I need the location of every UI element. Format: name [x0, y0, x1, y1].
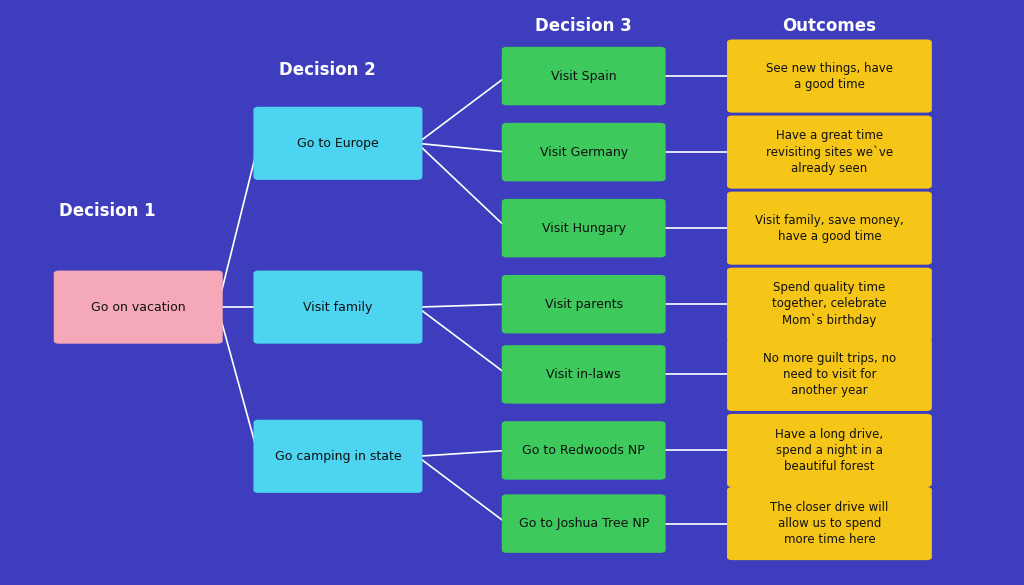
Text: See new things, have
a good time: See new things, have a good time [766, 61, 893, 91]
FancyBboxPatch shape [502, 47, 666, 105]
Text: Visit in-laws: Visit in-laws [547, 368, 621, 381]
FancyBboxPatch shape [54, 270, 223, 344]
Text: Have a long drive,
spend a night in a
beautiful forest: Have a long drive, spend a night in a be… [775, 428, 884, 473]
Text: Go to Redwoods NP: Go to Redwoods NP [522, 444, 645, 457]
FancyBboxPatch shape [502, 275, 666, 333]
Text: Go camping in state: Go camping in state [274, 450, 401, 463]
FancyBboxPatch shape [727, 338, 932, 411]
FancyBboxPatch shape [254, 106, 422, 180]
Text: Go to Europe: Go to Europe [297, 137, 379, 150]
FancyBboxPatch shape [254, 270, 422, 344]
FancyBboxPatch shape [727, 414, 932, 487]
FancyBboxPatch shape [727, 192, 932, 264]
Text: Decision 3: Decision 3 [536, 18, 632, 35]
FancyBboxPatch shape [727, 39, 932, 112]
Text: No more guilt trips, no
need to visit for
another year: No more guilt trips, no need to visit fo… [763, 352, 896, 397]
Text: Visit Spain: Visit Spain [551, 70, 616, 82]
FancyBboxPatch shape [502, 345, 666, 404]
FancyBboxPatch shape [254, 420, 422, 493]
Text: Visit Germany: Visit Germany [540, 146, 628, 159]
Text: The closer drive will
allow us to spend
more time here: The closer drive will allow us to spend … [770, 501, 889, 546]
Text: Visit parents: Visit parents [545, 298, 623, 311]
Text: Visit family, save money,
have a good time: Visit family, save money, have a good ti… [755, 214, 904, 243]
FancyBboxPatch shape [502, 421, 666, 480]
FancyBboxPatch shape [502, 123, 666, 181]
Text: Spend quality time
together, celebrate
Mom`s birthday: Spend quality time together, celebrate M… [772, 281, 887, 327]
Text: Go on vacation: Go on vacation [91, 301, 185, 314]
Text: Decision 2: Decision 2 [280, 61, 376, 79]
Text: Have a great time
revisiting sites we`ve
already seen: Have a great time revisiting sites we`ve… [766, 129, 893, 175]
FancyBboxPatch shape [727, 487, 932, 560]
Text: Outcomes: Outcomes [782, 18, 877, 35]
FancyBboxPatch shape [727, 268, 932, 340]
Text: Go to Joshua Tree NP: Go to Joshua Tree NP [518, 517, 649, 530]
FancyBboxPatch shape [502, 199, 666, 257]
FancyBboxPatch shape [502, 494, 666, 553]
Text: Visit family: Visit family [303, 301, 373, 314]
Text: Visit Hungary: Visit Hungary [542, 222, 626, 235]
Text: Decision 1: Decision 1 [59, 202, 156, 219]
FancyBboxPatch shape [727, 116, 932, 188]
